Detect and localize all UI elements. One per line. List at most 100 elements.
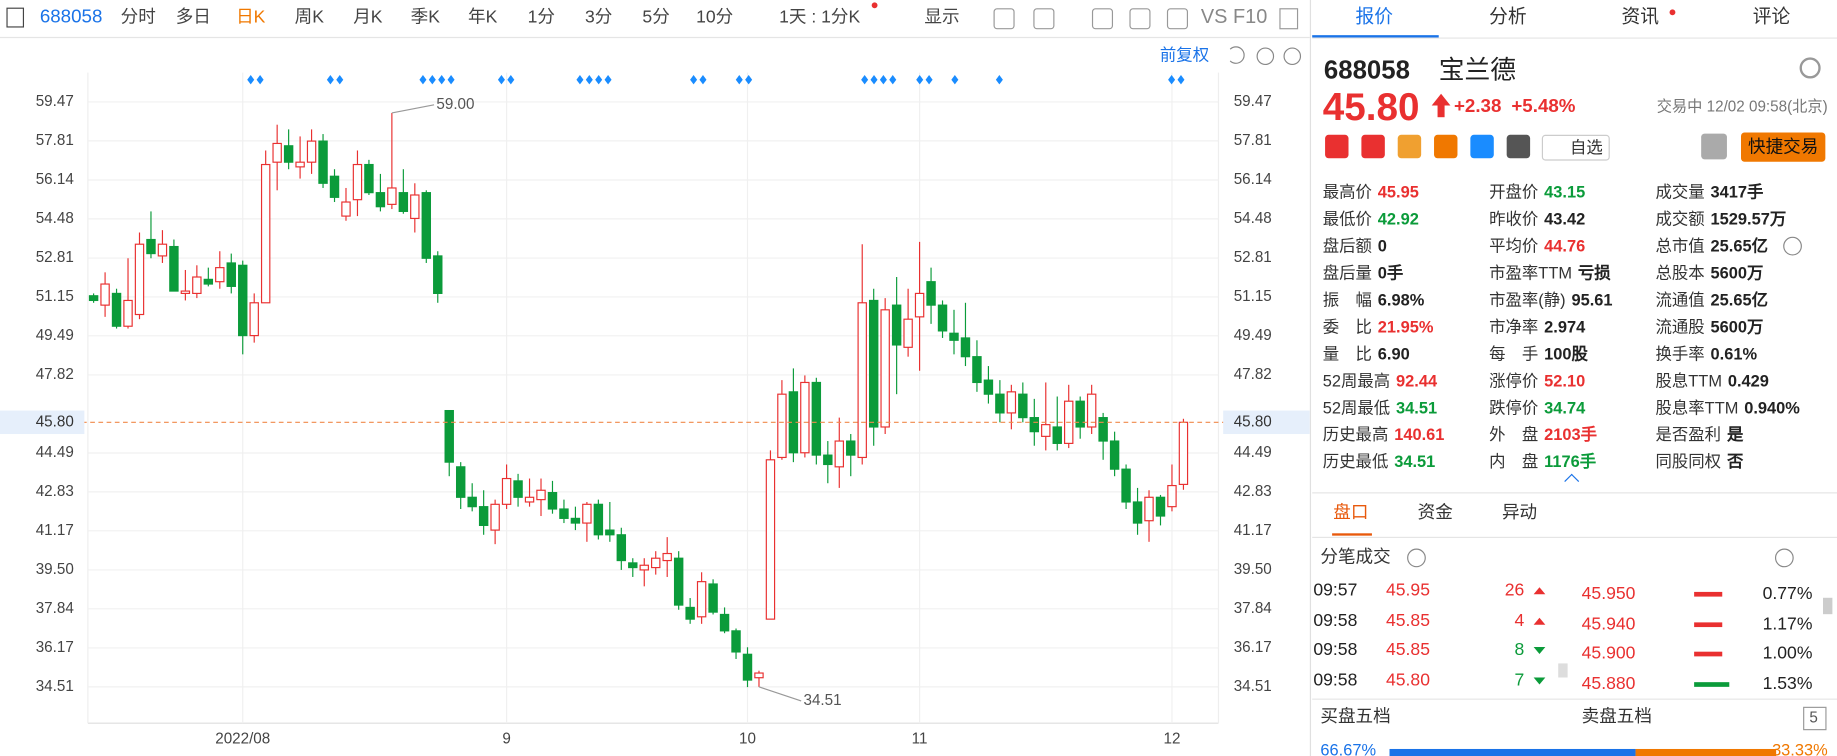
favorite-label[interactable]: 自选 bbox=[1569, 137, 1603, 157]
sub-tab[interactable]: 盘口 bbox=[1333, 502, 1369, 523]
candle-body bbox=[719, 613, 730, 632]
stock-code[interactable]: 688058 bbox=[39, 7, 103, 28]
period-tab[interactable]: 月K bbox=[353, 7, 383, 27]
zoom-out[interactable] bbox=[1256, 47, 1275, 66]
candle-body bbox=[891, 304, 902, 346]
period-tab[interactable]: 年K bbox=[468, 7, 498, 27]
stat-label: 市盈率(静) bbox=[1489, 290, 1566, 309]
period-tab[interactable]: 10分 bbox=[696, 7, 734, 27]
y-tick-label-right: 49.49 bbox=[1234, 327, 1272, 344]
stat-row: 历史最高 140.61 bbox=[1323, 425, 1445, 445]
signal-marker bbox=[951, 75, 959, 85]
tool-icon[interactable] bbox=[1091, 8, 1114, 30]
annotation: 59.00 bbox=[436, 96, 474, 113]
up-arrow bbox=[1431, 93, 1451, 106]
candle-body bbox=[329, 175, 340, 198]
signal-marker bbox=[507, 75, 515, 85]
panel-tab[interactable]: 报价 bbox=[1355, 7, 1394, 28]
stat-value: 140.61 bbox=[1394, 425, 1445, 444]
signal-marker bbox=[870, 75, 878, 85]
stat-label: 总市值 bbox=[1655, 236, 1705, 256]
period-tab[interactable]: 3分 bbox=[585, 7, 613, 27]
stat-value: 52.10 bbox=[1544, 371, 1586, 390]
settings-icon[interactable] bbox=[1799, 57, 1821, 79]
period-tab[interactable]: 分时 bbox=[120, 7, 156, 27]
info-icon[interactable] bbox=[1407, 548, 1426, 568]
stat-row: 振 幅 6.98% bbox=[1323, 290, 1425, 310]
stat-label: 盘后额 bbox=[1322, 236, 1372, 256]
candle-body bbox=[536, 489, 546, 501]
levels-count[interactable]: 5 bbox=[1809, 708, 1818, 726]
period-tab[interactable]: 1分 bbox=[527, 7, 555, 27]
stat-row: 涨停价 52.10 bbox=[1489, 371, 1585, 391]
depth-price: 45.950 bbox=[1581, 583, 1636, 604]
y-tick-label-right: 51.15 bbox=[1234, 288, 1272, 305]
candle-body bbox=[1109, 440, 1120, 470]
period-tab[interactable]: 周K bbox=[294, 7, 324, 27]
display-menu[interactable]: 显示 bbox=[924, 7, 960, 27]
candle-body bbox=[593, 503, 604, 536]
sidebar-icon[interactable] bbox=[6, 7, 25, 28]
buy-title: 买盘五档 bbox=[1320, 706, 1391, 727]
tool-icon[interactable] bbox=[1033, 8, 1055, 30]
feature-icon[interactable] bbox=[1397, 134, 1422, 159]
reset[interactable] bbox=[1229, 46, 1245, 64]
tab-border bbox=[1312, 37, 1837, 39]
feature-icon[interactable] bbox=[1434, 134, 1458, 159]
tool-icon[interactable] bbox=[1166, 8, 1189, 30]
panel-tab[interactable]: 分析 bbox=[1489, 7, 1527, 28]
more-icon[interactable] bbox=[1783, 236, 1802, 256]
y-tick-label: 47.82 bbox=[36, 366, 74, 383]
adjust-mode[interactable]: 前复权 bbox=[1160, 47, 1209, 65]
y-tick-label: 41.17 bbox=[36, 522, 74, 539]
sub-tab[interactable]: 异动 bbox=[1501, 502, 1538, 523]
tool-icon[interactable] bbox=[1129, 8, 1151, 30]
y-tick-label: 54.48 bbox=[36, 210, 74, 227]
candle-body bbox=[134, 243, 145, 316]
tool-icon[interactable] bbox=[993, 8, 1015, 30]
stat-label: 总股本 bbox=[1655, 263, 1705, 283]
favorite-btn[interactable] bbox=[1541, 134, 1610, 161]
stat-label: 同股同权 bbox=[1655, 451, 1722, 471]
candle-body bbox=[157, 243, 168, 257]
period-tab[interactable]: 5分 bbox=[642, 7, 670, 27]
panel-tab[interactable]: 资讯 bbox=[1621, 7, 1659, 28]
period-select[interactable]: 1天 : 1分K bbox=[779, 7, 861, 27]
feature-icon[interactable] bbox=[1470, 134, 1494, 159]
panel-tab[interactable]: 评论 bbox=[1752, 7, 1791, 28]
feature-icon[interactable] bbox=[1506, 134, 1531, 159]
zoom-in[interactable] bbox=[1283, 47, 1302, 66]
signal-marker bbox=[1168, 75, 1176, 85]
stat-value: 43.42 bbox=[1544, 209, 1586, 229]
y-tick-label: 57.81 bbox=[36, 132, 74, 149]
alert-btn[interactable] bbox=[1701, 133, 1727, 160]
sub-tab[interactable]: 资金 bbox=[1417, 502, 1453, 523]
period-tab[interactable]: 季K bbox=[410, 7, 440, 27]
quick-trade-btn[interactable] bbox=[1740, 132, 1826, 162]
quick-trade-label[interactable]: 快捷交易 bbox=[1748, 137, 1819, 158]
feature-icon[interactable] bbox=[1361, 134, 1385, 159]
panel-icon[interactable] bbox=[1279, 8, 1299, 30]
candle-body bbox=[478, 506, 489, 526]
buy-pct: 66.67% bbox=[1320, 740, 1377, 756]
collapse-caret[interactable] bbox=[1564, 473, 1580, 489]
candle-body bbox=[1178, 421, 1189, 485]
stat-label: 量 比 bbox=[1322, 344, 1372, 363]
stat-value: 25.65亿 bbox=[1710, 236, 1768, 256]
candle-body bbox=[375, 192, 386, 208]
candle-body bbox=[341, 201, 351, 217]
stat-value: 92.44 bbox=[1396, 371, 1438, 390]
signal-marker bbox=[585, 75, 593, 85]
y-tick-label: 39.50 bbox=[36, 561, 74, 578]
y-tick-label: 49.49 bbox=[36, 327, 74, 344]
feature-icon[interactable] bbox=[1325, 134, 1349, 159]
stat-label: 最高价 bbox=[1322, 182, 1372, 202]
candle-body bbox=[960, 337, 971, 358]
period-tab[interactable]: 日K bbox=[236, 7, 266, 27]
stat-value: 42.92 bbox=[1377, 209, 1419, 229]
candle-body bbox=[203, 278, 214, 285]
period-tab[interactable]: 多日 bbox=[175, 7, 211, 27]
compare-f10[interactable]: VS F10 bbox=[1200, 5, 1268, 28]
more-icon[interactable] bbox=[1774, 548, 1794, 568]
stat-value: 95.61 bbox=[1571, 290, 1613, 309]
